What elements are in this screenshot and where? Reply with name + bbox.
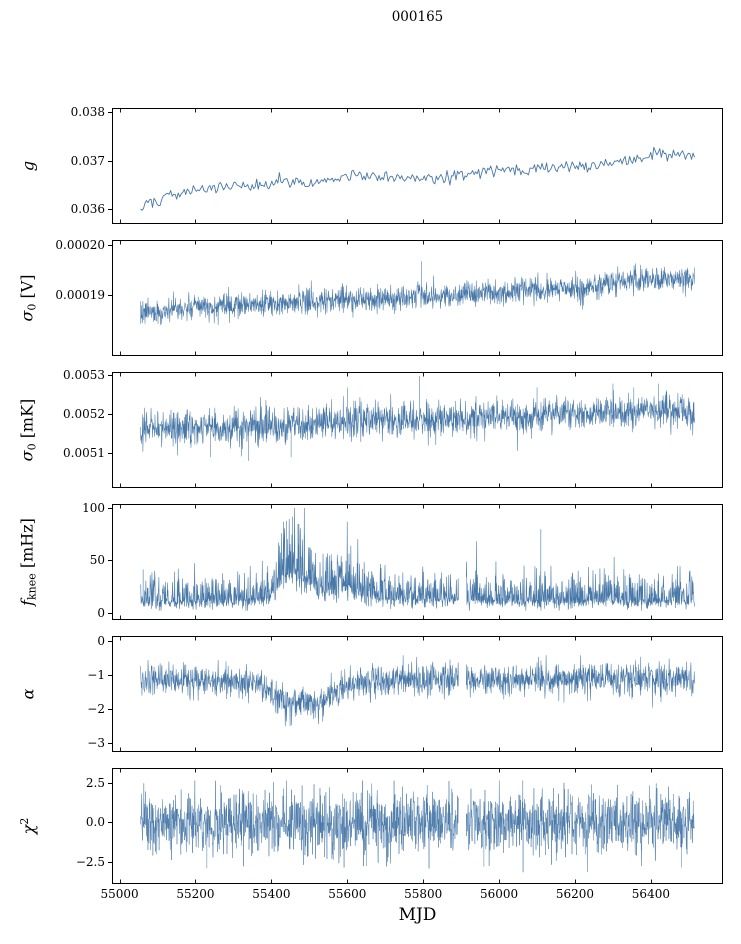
xtick-label: 55000 [100,887,139,901]
ytick-mark [108,613,112,615]
ylabel-alpha: α [19,689,38,700]
xtick-label: 55400 [252,887,291,901]
ytick-label: 100 [82,500,105,515]
ytick-mark [108,112,112,114]
ytick-label: −1 [87,667,105,682]
ytick-label: 0 [97,633,105,648]
panel-sigma0_v [112,240,723,356]
ytick-label: 0.036 [70,202,105,216]
ytick-mark [108,640,112,642]
ylabel-part: σ [17,310,37,322]
panel-f_knee [112,504,723,620]
ytick-label: 0 [97,606,105,621]
panel-alpha [112,636,723,752]
ylabel-part: f [17,599,37,606]
ytick-mark [108,294,112,296]
ytick-mark [108,452,112,454]
plot-canvas-sigma0_v [112,240,723,356]
plot-canvas-g [112,108,723,224]
ytick-mark [108,861,112,863]
ytick-label: −3 [87,735,105,750]
plot-canvas-chi2 [112,768,723,884]
ytick-mark [108,783,112,785]
x-axis-label: MJD [398,905,437,925]
xtick-label: 55600 [328,887,367,901]
ytick-mark [108,160,112,162]
ytick-mark [108,414,112,416]
xtick-label: 55200 [176,887,215,901]
ytick-mark [108,560,112,562]
plot-canvas-sigma0_mk [112,372,723,488]
xtick-label: 56000 [479,887,519,901]
ytick-mark [108,708,112,710]
ylabel-part: 2 [18,817,31,825]
chart-title: 000165 [391,9,444,25]
ytick-label: 0.0 [85,815,105,830]
ytick-mark [108,674,112,676]
panel-chi2 [112,768,723,884]
plot-canvas-alpha [112,636,723,752]
ytick-mark [108,209,112,210]
xtick-label: 55800 [404,887,443,901]
xtick-label: 56200 [555,887,595,901]
ytick-mark [108,742,112,744]
ytick-label: 0.00019 [55,287,105,302]
xtick-label: 56400 [631,887,670,901]
ytick-mark [108,244,112,246]
ytick-mark [108,507,112,509]
ytick-label: 0.037 [70,153,105,168]
ytick-label: 0.0051 [63,445,105,460]
panel-sigma0_mk [112,372,723,488]
ylabel-part: 0 [25,303,39,311]
ytick-mark [108,822,112,824]
ytick-label: 50 [89,553,105,568]
ytick-label: −2.5 [75,854,105,869]
ytick-label: 0.0053 [63,368,105,383]
ylabel-part: α [18,688,38,700]
ylabel-part: knee [25,573,39,600]
panel-g [112,108,723,224]
ytick-label: 0.00020 [55,237,105,252]
ytick-label: 2.5 [85,776,105,791]
ytick-label: −2 [87,701,105,716]
plot-canvas-f_knee [112,504,723,620]
ytick-mark [108,375,112,377]
ytick-label: 0.038 [70,105,105,120]
ytick-label: 0.0052 [63,407,105,422]
